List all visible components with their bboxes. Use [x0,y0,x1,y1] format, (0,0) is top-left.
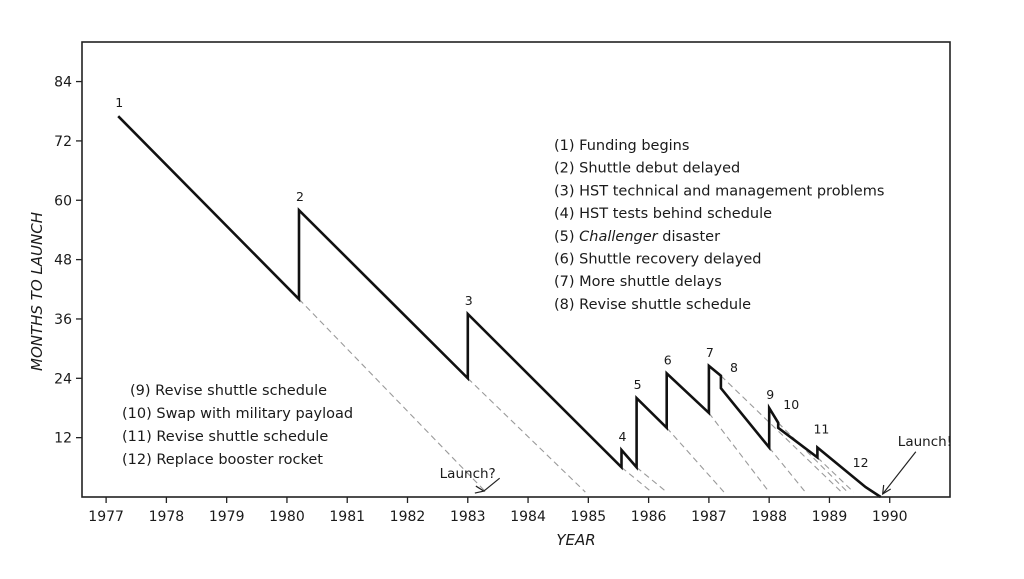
y-axis-title: MONTHS TO LAUNCH [28,212,46,371]
projection-line [667,428,724,492]
arrow [883,452,916,494]
x-tick-label: 1982 [390,509,426,525]
arrow-head [475,486,484,493]
y-tick-label: 36 [54,312,72,328]
annotation-launch-final: Launch! [898,434,952,450]
legend-entry: (6) Shuttle recovery delayed [554,252,761,268]
legend-entry: (2) Shuttle debut delayed [554,161,740,177]
x-tick-label: 1988 [751,509,787,525]
x-tick-label: 1980 [269,509,305,525]
event-label: 12 [853,455,869,470]
event-label: 6 [664,352,672,367]
annotations: Launch? Launch! [440,434,952,494]
event-label: 11 [813,422,829,437]
x-tick-label: 1985 [571,509,607,525]
legend-entry: (11) Revise shuttle schedule [122,429,328,445]
event-label: 5 [634,377,642,392]
event-label: 8 [730,360,738,375]
y-tick-label: 12 [54,431,72,447]
event-label: 9 [766,387,774,402]
y-tick-label: 48 [54,253,72,269]
y-tick-label: 60 [54,193,72,209]
legend-entry: (9) Revise shuttle schedule [130,383,327,399]
x-axis-title: YEAR [556,531,595,549]
x-tick-label: 1986 [631,509,667,525]
x-tick-label: 1977 [88,509,124,525]
legend-entry: (4) HST tests behind schedule [554,206,772,222]
y-tick-label: 24 [54,371,72,387]
legend-entry: (10) Swap with military payload [122,406,353,422]
event-label: 7 [706,345,714,360]
event-label: 3 [465,293,473,308]
projection-line [637,467,667,492]
legend-entry: (12) Replace booster rocket [122,452,323,468]
event-label: 10 [783,397,799,412]
x-tick-label: 1983 [450,509,486,525]
event-label: 4 [619,429,627,444]
legend-entry: (7) More shuttle delays [554,274,722,290]
legend-entry: (5) Challenger disaster [554,229,720,245]
x-tick-label: 1984 [510,509,546,525]
legend-entry: (8) Revise shuttle schedule [554,297,751,313]
event-label: 1 [115,95,123,110]
x-tick-label: 1990 [872,509,908,525]
x-tick-label: 1978 [149,509,185,525]
annotation-launch-question: Launch? [440,466,496,482]
projection-line [621,467,651,492]
event-label: 2 [296,189,304,204]
x-tick-label: 1989 [812,509,848,525]
x-tick-label: 1987 [691,509,727,525]
y-tick-label: 84 [54,75,72,91]
projection-line [769,448,805,493]
projection-line [709,413,769,492]
legend-entry: (1) Funding begins [554,138,689,154]
y-tick-label: 72 [54,134,72,150]
x-tick-label: 1979 [209,509,245,525]
x-tick-label: 1981 [329,509,365,525]
legend-entry: (3) HST technical and management problem… [554,183,884,199]
